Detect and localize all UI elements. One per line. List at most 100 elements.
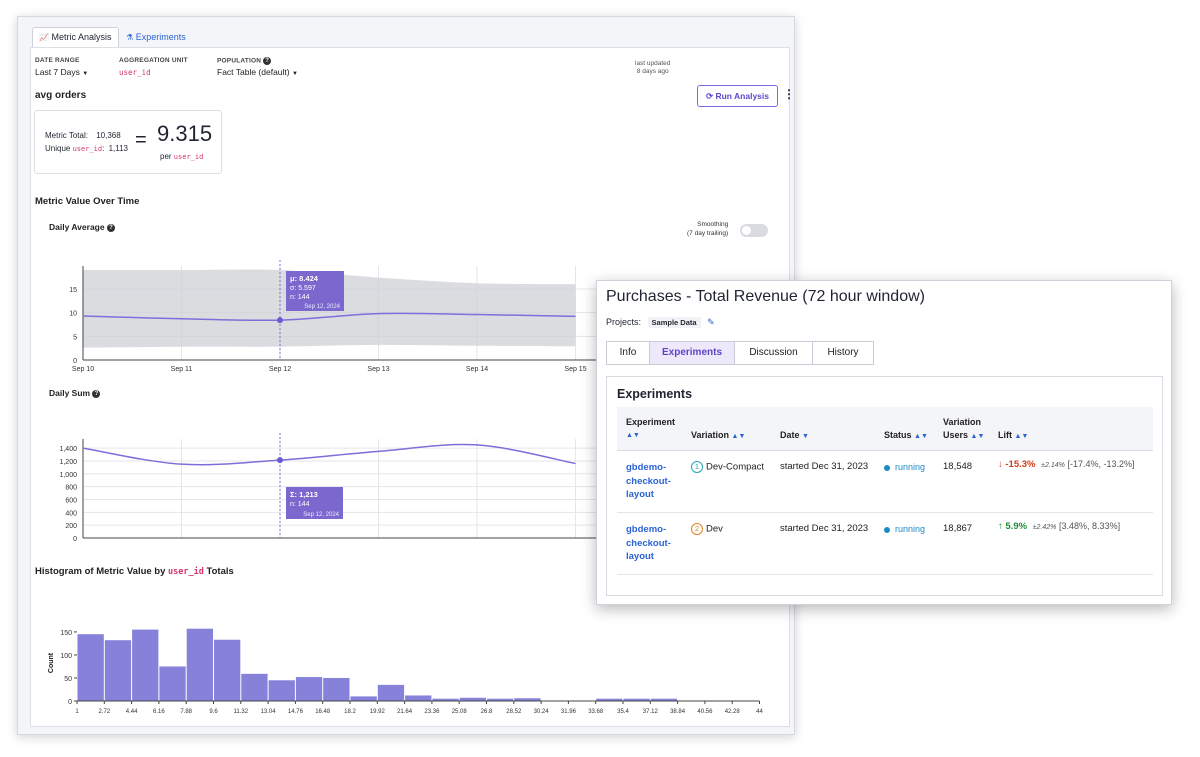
last-updated: last updated 8 days ago bbox=[635, 60, 670, 76]
x-tick-label: Sep 14 bbox=[466, 366, 488, 373]
experiment-link[interactable]: gbdemo- checkout- layout bbox=[626, 461, 671, 502]
lift-cell: ↑ 5.9% ±2.42% [3.48%, 8.33%] bbox=[998, 521, 1120, 532]
smoothing-label: Smoothing (7 day trailing) bbox=[687, 220, 728, 238]
status-badge: running bbox=[884, 462, 925, 472]
tab-history[interactable]: History bbox=[812, 341, 874, 365]
date-range-select[interactable]: Last 7 Days ▼ bbox=[35, 67, 88, 77]
daily-sum-title-text: Daily Sum bbox=[49, 388, 91, 398]
histogram-title-prefix: Histogram of Metric Value by bbox=[35, 566, 166, 577]
help-icon[interactable]: ? bbox=[263, 57, 272, 65]
histogram-title: Histogram of Metric Value by user_id Tot… bbox=[35, 566, 234, 577]
col-date[interactable]: Date ▼ bbox=[780, 429, 809, 443]
histogram-bar bbox=[214, 639, 241, 701]
more-menu-icon[interactable]: ⋮ bbox=[783, 87, 795, 101]
per-unit: per user_id bbox=[160, 152, 203, 161]
experiment-link-line: checkout- bbox=[626, 475, 671, 487]
over-time-title: Metric Value Over Time bbox=[35, 196, 140, 207]
col-variation-users[interactable]: Variation Users ▲▼ bbox=[943, 416, 984, 443]
tab-experiments[interactable]: ⚗ Experiments bbox=[119, 27, 193, 47]
histogram-bar bbox=[459, 697, 486, 701]
unique-unit: user_id bbox=[72, 145, 103, 153]
metric-total-row: Metric Total: 10,368 bbox=[45, 131, 121, 140]
date-cell: started Dec 31, 2023 bbox=[780, 461, 869, 472]
x-tick-label: 18.2 bbox=[344, 709, 356, 715]
experiment-link[interactable]: gbdemo- checkout- layout bbox=[626, 523, 671, 564]
variation-cell: 2 Dev bbox=[691, 523, 723, 535]
edit-icon[interactable]: ✎ bbox=[707, 317, 715, 327]
y-tick-label: 15 bbox=[69, 287, 77, 294]
col-lift-label: Lift bbox=[998, 430, 1012, 440]
col-variation[interactable]: Variation ▲▼ bbox=[691, 429, 745, 443]
panel-title: Purchases - Total Revenue (72 hour windo… bbox=[606, 288, 925, 305]
help-icon[interactable]: ? bbox=[106, 223, 115, 232]
lift-value: 5.9% bbox=[1005, 521, 1028, 532]
smoothing-toggle[interactable] bbox=[740, 224, 768, 237]
tab-discussion[interactable]: Discussion bbox=[734, 341, 813, 365]
x-tick-label: 14.76 bbox=[288, 709, 304, 715]
experiment-link-line: gbdemo- bbox=[626, 524, 667, 535]
population-label: POPULATION ? bbox=[217, 57, 272, 65]
agg-unit-label: AGGREGATION UNIT bbox=[119, 57, 188, 64]
tooltip-sigma: σ: 5.597 bbox=[290, 285, 316, 292]
experiment-link-line: checkout- bbox=[626, 537, 671, 549]
tooltip-date: Sep 12, 2024 bbox=[304, 304, 340, 310]
lift-value: -15.3% bbox=[1005, 459, 1036, 470]
col-experiment[interactable]: Experiment ▲▼ bbox=[626, 416, 675, 442]
y-tick-label: 600 bbox=[65, 497, 77, 504]
x-tick-label: 26.8 bbox=[481, 709, 493, 715]
histogram-bar bbox=[623, 698, 650, 701]
x-tick-label: 9.6 bbox=[209, 709, 218, 715]
sort-icon: ▲▼ bbox=[914, 433, 928, 440]
x-tick-label: 6.16 bbox=[153, 709, 165, 715]
histogram-bar bbox=[596, 698, 623, 701]
tab-label: Experiments bbox=[135, 32, 186, 42]
col-status[interactable]: Status ▲▼ bbox=[884, 429, 928, 443]
status-badge: running bbox=[884, 524, 925, 534]
y-tick-label: 400 bbox=[65, 510, 77, 517]
caret-down-icon: ▼ bbox=[291, 71, 298, 77]
table-row: gbdemo- checkout- layout 2 Dev started De… bbox=[617, 512, 1153, 575]
histogram-bar bbox=[487, 698, 514, 701]
project-badge[interactable]: Sample Data bbox=[647, 317, 701, 328]
mean-line bbox=[82, 312, 576, 322]
col-var-users-label-1: Variation bbox=[943, 417, 982, 427]
x-tick-label: Sep 12 bbox=[269, 366, 291, 373]
col-lift[interactable]: Lift ▲▼ bbox=[998, 429, 1028, 443]
toggle-knob bbox=[742, 226, 751, 235]
projects-row: Projects: Sample Data ✎ bbox=[606, 317, 715, 328]
x-tick-label: 35.4 bbox=[617, 709, 629, 715]
population-select[interactable]: Fact Table (default) ▼ bbox=[217, 67, 298, 77]
col-variation-label: Variation bbox=[691, 430, 730, 440]
x-tick-label: Sep 11 bbox=[171, 366, 193, 373]
tab-info[interactable]: Info bbox=[606, 341, 650, 365]
date-cell: started Dec 31, 2023 bbox=[780, 523, 869, 534]
help-icon[interactable]: ? bbox=[92, 389, 101, 398]
y-tick-label: 100 bbox=[60, 653, 72, 660]
x-tick-label: 19.92 bbox=[370, 709, 386, 715]
y-tick-label: 0 bbox=[68, 699, 72, 706]
tooltip-sum: Σ: 1,213 bbox=[290, 490, 318, 499]
histogram-bar bbox=[104, 640, 132, 701]
tab-experiments[interactable]: Experiments bbox=[649, 341, 735, 365]
tooltip-n: n: 144 bbox=[290, 501, 310, 508]
tab-metric-analysis[interactable]: 📈 Metric Analysis bbox=[32, 27, 119, 47]
date-range-label: DATE RANGE bbox=[35, 57, 80, 64]
run-analysis-button[interactable]: ⟳ Run Analysis bbox=[697, 85, 778, 107]
metric-total-label: Metric Total: bbox=[45, 131, 88, 140]
status-text: running bbox=[895, 524, 926, 534]
histogram-bar bbox=[405, 695, 432, 701]
x-tick-label: 28.52 bbox=[506, 709, 522, 715]
tooltip-n: n: 144 bbox=[290, 294, 310, 301]
histogram-bar bbox=[377, 684, 405, 701]
variation-name: Dev bbox=[706, 523, 723, 535]
fact-metric-panel: Purchases - Total Revenue (72 hour windo… bbox=[596, 280, 1172, 605]
daily-average-title-text: Daily Average bbox=[49, 222, 105, 232]
lift-cell: ↓ -15.3% ±2.14% [-17.4%, -13.2%] bbox=[998, 459, 1135, 470]
lift-ci: [-17.4%, -13.2%] bbox=[1067, 459, 1135, 469]
sort-icon: ▲▼ bbox=[626, 432, 640, 439]
experiments-section-title: Experiments bbox=[617, 387, 693, 401]
sort-desc-icon: ▼ bbox=[802, 433, 809, 440]
date-range-value: Last 7 Days bbox=[35, 67, 80, 77]
histogram-title-suffix: Totals bbox=[206, 566, 234, 577]
x-tick-label: 7.88 bbox=[180, 709, 192, 715]
